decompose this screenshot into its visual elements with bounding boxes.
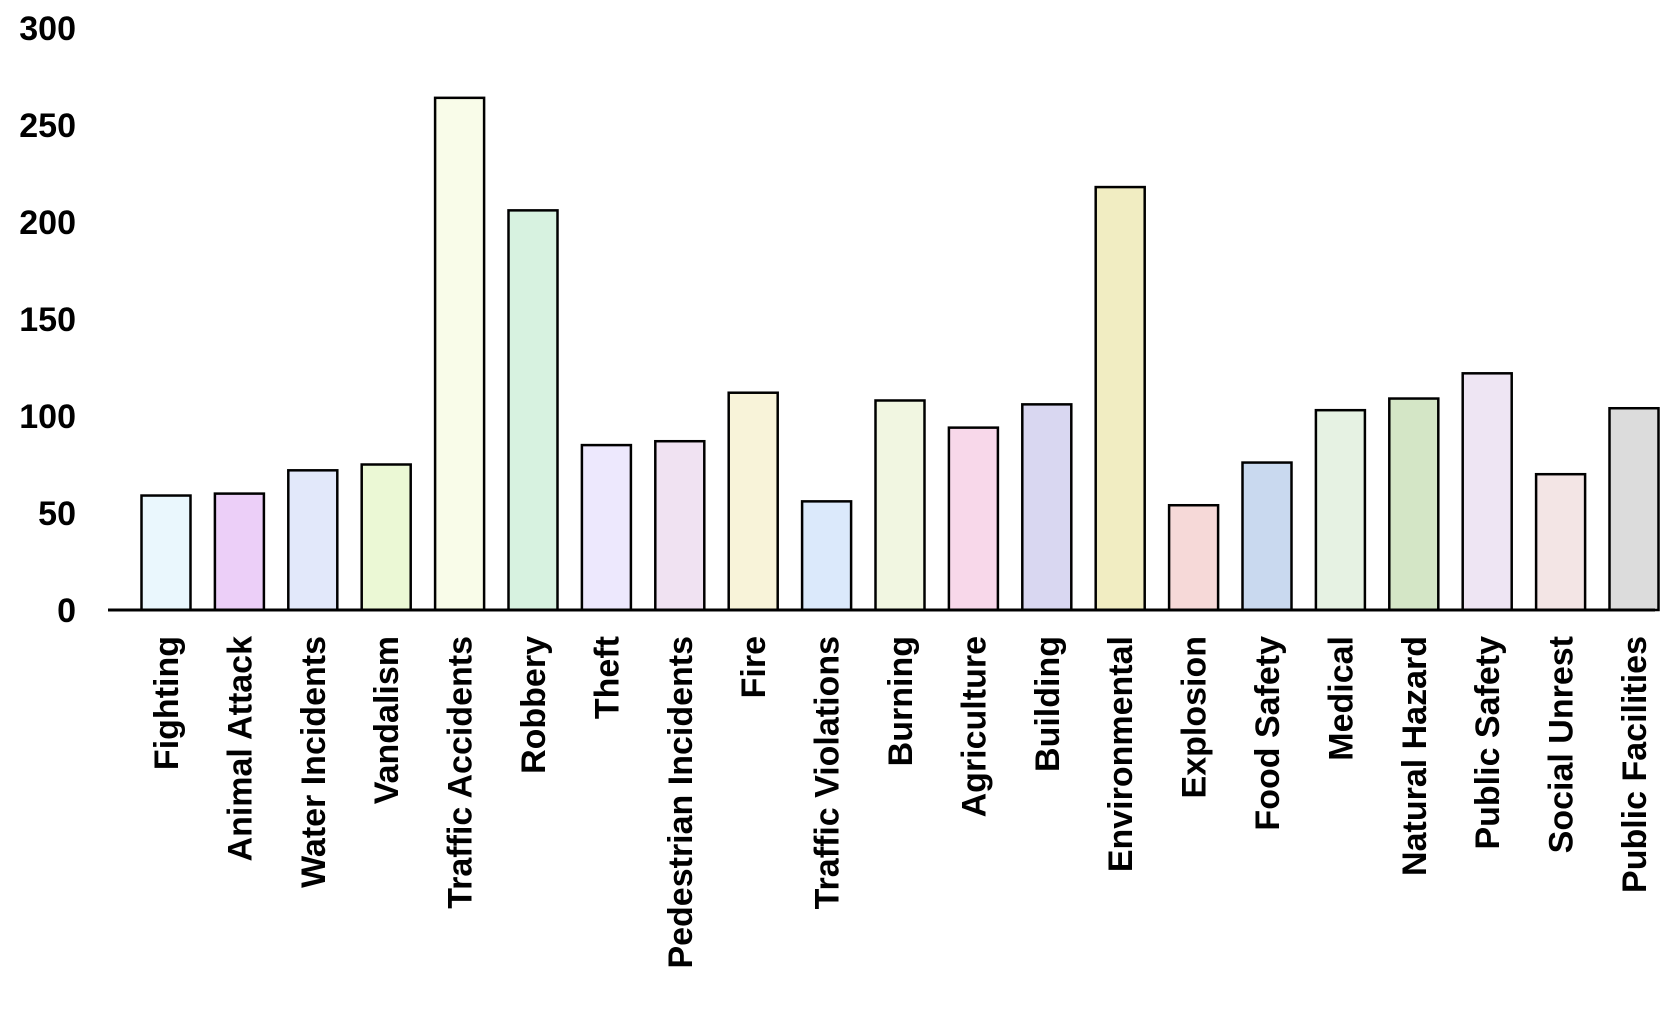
x-category-label: Pedestrian Incidents: [662, 636, 700, 969]
bar-animal-attack: [213, 492, 266, 612]
bar-theft: [580, 443, 633, 612]
bar-traffic-accidents: [433, 96, 486, 612]
y-tick-label: 150: [19, 301, 76, 339]
x-category-label: Medical: [1322, 636, 1360, 761]
bar-environmental: [1094, 185, 1146, 612]
y-axis-ticks: 0 50 100 150 200 250 300: [19, 10, 76, 630]
bar-fighting: [140, 494, 192, 612]
bar-vandalism: [360, 463, 412, 612]
x-category-label: Explosion: [1176, 636, 1214, 798]
x-category-label: Traffic Violations: [809, 636, 847, 909]
x-category-label: Burning: [882, 636, 920, 766]
x-category-label: Fire: [735, 636, 773, 698]
x-category-label: Water Incidents: [295, 636, 333, 888]
x-category-label: Fighting: [148, 636, 186, 770]
y-tick-label: 100: [19, 398, 76, 436]
bar-explosion: [1167, 503, 1220, 612]
y-tick-label: 200: [19, 204, 76, 242]
bar-building: [1021, 403, 1073, 612]
bar-public-safety: [1461, 372, 1513, 612]
bar-public-facilities: [1608, 406, 1660, 612]
x-category-label: Environmental: [1102, 636, 1140, 872]
x-category-label: Public Facilities: [1616, 636, 1654, 893]
bar-fire: [727, 391, 779, 612]
bar-robbery: [507, 209, 559, 612]
y-tick-label: 0: [57, 592, 76, 630]
x-category-label: Natural Hazard: [1396, 636, 1434, 876]
x-category-label: Robbery: [515, 636, 553, 774]
x-axis-category-labels: Fighting Animal Attack Water Incidents Vand…: [148, 636, 1654, 969]
y-tick-label: 250: [19, 107, 76, 145]
bar-agriculture: [947, 426, 1000, 612]
bar-food-safety: [1241, 461, 1293, 612]
x-category-label: Building: [1029, 636, 1067, 772]
y-tick-label: 50: [38, 495, 76, 533]
bar-water-incidents: [287, 469, 339, 612]
bar-medical: [1314, 408, 1367, 612]
bar-social-unrest: [1534, 472, 1587, 612]
bars: [140, 96, 1660, 612]
bar-traffic-violations: [800, 500, 853, 612]
x-category-label: Food Safety: [1249, 636, 1287, 831]
bar-burning: [874, 399, 926, 612]
x-category-label: Vandalism: [368, 636, 406, 804]
x-category-label: Animal Attack: [221, 636, 259, 862]
x-category-label: Social Unrest: [1543, 636, 1581, 853]
bar-pedestrian-incidents: [654, 439, 706, 612]
x-category-label: Traffic Accidents: [442, 636, 480, 909]
x-category-label: Public Safety: [1469, 636, 1507, 850]
bar-natural-hazard: [1388, 397, 1440, 612]
x-category-label: Agriculture: [955, 636, 993, 817]
y-tick-label: 300: [19, 10, 76, 48]
x-category-label: Theft: [588, 636, 626, 719]
